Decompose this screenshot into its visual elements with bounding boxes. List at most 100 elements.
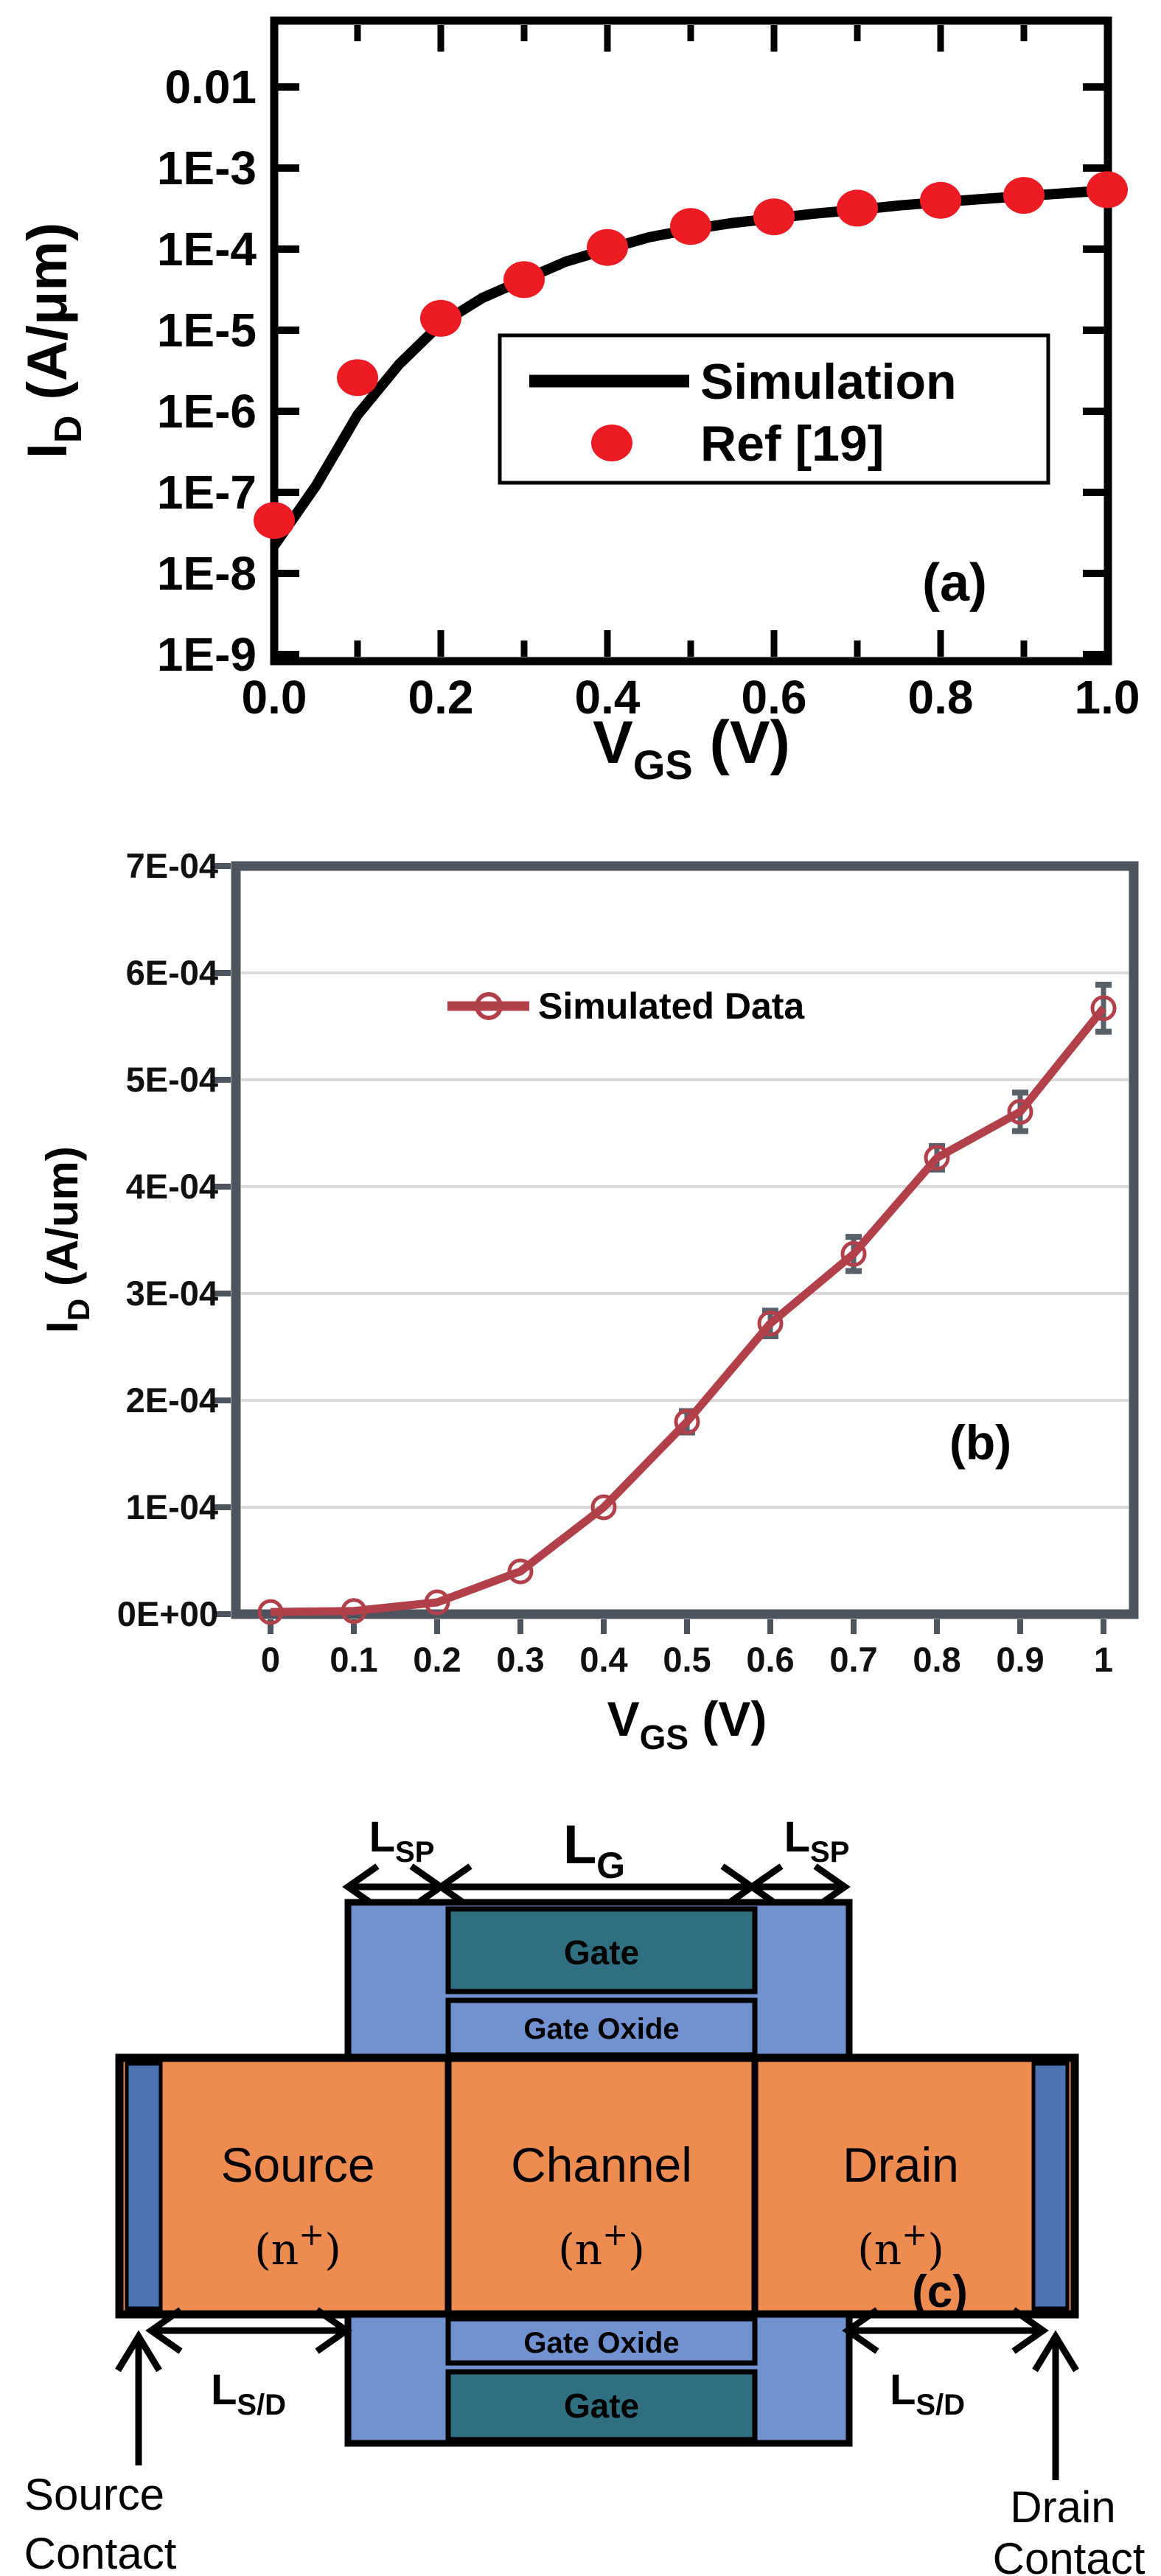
x-tick-label: 0.3 bbox=[496, 1640, 544, 1679]
drain-contact-label-line1: Drain bbox=[1010, 2482, 1115, 2532]
y-tick-label: 1E-7 bbox=[157, 466, 257, 519]
legend-label-simulation: Simulation bbox=[700, 354, 957, 410]
drain-region-label: Drain bbox=[843, 2137, 959, 2192]
dim-label-lsp-left: LSP bbox=[369, 1813, 435, 1868]
source-contact-label-line1: Source bbox=[24, 2470, 164, 2519]
ref-data-point bbox=[837, 189, 878, 227]
dim-label-lsd-left: LS/D bbox=[211, 2366, 286, 2421]
source-contact-label-line2: Contact bbox=[24, 2529, 177, 2576]
data-point-marker bbox=[840, 1240, 867, 1267]
x-tick-label: 0 bbox=[261, 1640, 280, 1679]
x-tick-label: 0.7 bbox=[829, 1640, 877, 1679]
y-tick-label: 6E-04 bbox=[126, 953, 218, 992]
panel-a-label: (a) bbox=[922, 554, 987, 612]
x-tick-label: 0.1 bbox=[330, 1640, 377, 1679]
source-contact-strip bbox=[125, 2062, 163, 2311]
data-point-marker bbox=[424, 1589, 450, 1616]
ref-data-point bbox=[503, 261, 545, 299]
plot-border bbox=[231, 861, 1139, 1619]
ref-dot-swatch bbox=[591, 425, 632, 461]
data-point-marker bbox=[1007, 1099, 1033, 1125]
drain-contact-arrow bbox=[1032, 2330, 1079, 2480]
data-point-marker bbox=[757, 1310, 784, 1337]
simulated-data-line bbox=[270, 1005, 1107, 1616]
dim-label-lsp-right: LSP bbox=[784, 1813, 850, 1868]
y-tick-label: 2E-04 bbox=[126, 1381, 218, 1420]
x-tick-label: 0.4 bbox=[579, 1640, 627, 1679]
data-point-marker bbox=[341, 1598, 367, 1624]
panel-b-dynamic-content: 7E-04 6E-04 5E-04 4E-04 3E-04 2E-04 1E-04 0E+00… bbox=[117, 846, 1139, 1679]
x-tick-label: 0.8 bbox=[913, 1640, 960, 1679]
y-tick-label: 0E+00 bbox=[117, 1594, 218, 1633]
x-tick-label: 0.8 bbox=[908, 671, 974, 724]
ref-data-point bbox=[670, 208, 711, 245]
ref-data-point bbox=[753, 198, 795, 236]
drain-doping-label: (n+) bbox=[857, 2216, 944, 2275]
bottom-gate-oxide bbox=[445, 2316, 758, 2366]
y-axis-title: ID (A/um) bbox=[38, 1146, 96, 1333]
x-tick-label: 0.4 bbox=[575, 671, 641, 724]
data-point-marker bbox=[1090, 995, 1117, 1022]
dim-label-lg: LG bbox=[563, 1814, 625, 1886]
x-tick-label: 1.0 bbox=[1075, 671, 1140, 724]
ref-data-point bbox=[254, 502, 295, 540]
panel-b-chart: 7E-04 6E-04 5E-04 4E-04 3E-04 2E-04 1E-04 0E+00… bbox=[38, 846, 1139, 1756]
channel-doping-label: (n+) bbox=[558, 2216, 645, 2275]
bottom-gate-label: Gate bbox=[564, 2387, 639, 2425]
channel-region-label: Channel bbox=[511, 2137, 692, 2192]
ref-data-point bbox=[1087, 171, 1128, 209]
y-tick-label: 1E-3 bbox=[157, 142, 257, 195]
y-axis-title: ID (A/μm) bbox=[16, 223, 90, 459]
x-axis-title: VGS (V) bbox=[593, 709, 790, 788]
legend: Simulated Data bbox=[447, 985, 805, 1027]
source-contact-arrow bbox=[115, 2330, 162, 2465]
y-tick-label: 1E-4 bbox=[157, 223, 257, 276]
panel-b-label: (b) bbox=[949, 1415, 1011, 1470]
x-tick-label: 0.9 bbox=[996, 1640, 1044, 1679]
source-doping-label: (n+) bbox=[254, 2216, 341, 2275]
panel-a-chart: 0.01 1E-3 1E-4 1E-5 1E-6 1E-7 1E-8 1E-90.0 0.2 0.… bbox=[16, 16, 1140, 788]
legend: Simulation Ref [19] bbox=[498, 333, 1050, 485]
y-tick-label: 1E-9 bbox=[157, 628, 257, 681]
x-tick-label: 0.6 bbox=[742, 671, 807, 724]
x-tick-label: 0.2 bbox=[408, 671, 474, 724]
data-point-marker bbox=[924, 1145, 950, 1171]
x-axis-title: VGS (V) bbox=[607, 1692, 767, 1756]
top-gate bbox=[445, 1906, 758, 1994]
marker-swatch bbox=[475, 992, 503, 1020]
x-tick-label: 0.5 bbox=[663, 1640, 711, 1679]
drain-contact-strip bbox=[1031, 2062, 1070, 2311]
bottom-gate bbox=[445, 2369, 758, 2443]
legend-label-simulated-data: Simulated Data bbox=[538, 985, 805, 1027]
x-tick-label: 0.6 bbox=[746, 1640, 794, 1679]
ref-data-point bbox=[587, 228, 628, 266]
ref-data-point bbox=[1003, 177, 1045, 214]
y-tick-label: 7E-04 bbox=[126, 846, 218, 885]
y-tick-label: 0.01 bbox=[164, 60, 257, 114]
y-tick-label: 5E-04 bbox=[126, 1060, 218, 1099]
y-tick-label: 1E-5 bbox=[157, 304, 257, 357]
legend-label-ref: Ref [19] bbox=[700, 416, 884, 472]
panel-a-dynamic-content: 0.01 1E-3 1E-4 1E-5 1E-6 1E-7 1E-8 1E-90.0 0.2 0.… bbox=[157, 25, 1140, 724]
data-point-marker bbox=[674, 1409, 700, 1435]
dim-label-lsd-right: LS/D bbox=[890, 2366, 965, 2421]
x-tick-label: 0.2 bbox=[413, 1640, 461, 1679]
lsd-dimension-arrow-left bbox=[145, 2307, 352, 2354]
ref-data-point bbox=[337, 359, 378, 397]
legend-box bbox=[498, 333, 1050, 485]
data-point-marker bbox=[507, 1558, 534, 1585]
source-region-label: Source bbox=[220, 2137, 374, 2192]
y-tick-label: 1E-6 bbox=[157, 385, 257, 438]
top-gate-oxide-label: Gate Oxide bbox=[523, 2013, 679, 2045]
y-tick-label: 1E-8 bbox=[157, 547, 257, 600]
x-tick-label: 1 bbox=[1094, 1640, 1113, 1679]
plot-border bbox=[270, 16, 1112, 666]
bottom-gate-oxide-label: Gate Oxide bbox=[523, 2327, 679, 2359]
x-tick-label: 0.0 bbox=[242, 671, 307, 724]
panel-c-label: (c) bbox=[912, 2266, 968, 2317]
y-tick-label: 1E-04 bbox=[126, 1487, 218, 1526]
ref-data-point bbox=[920, 181, 961, 219]
y-tick-label: 4E-04 bbox=[126, 1167, 218, 1206]
lsd-dimension-arrow-right bbox=[842, 2307, 1049, 2354]
